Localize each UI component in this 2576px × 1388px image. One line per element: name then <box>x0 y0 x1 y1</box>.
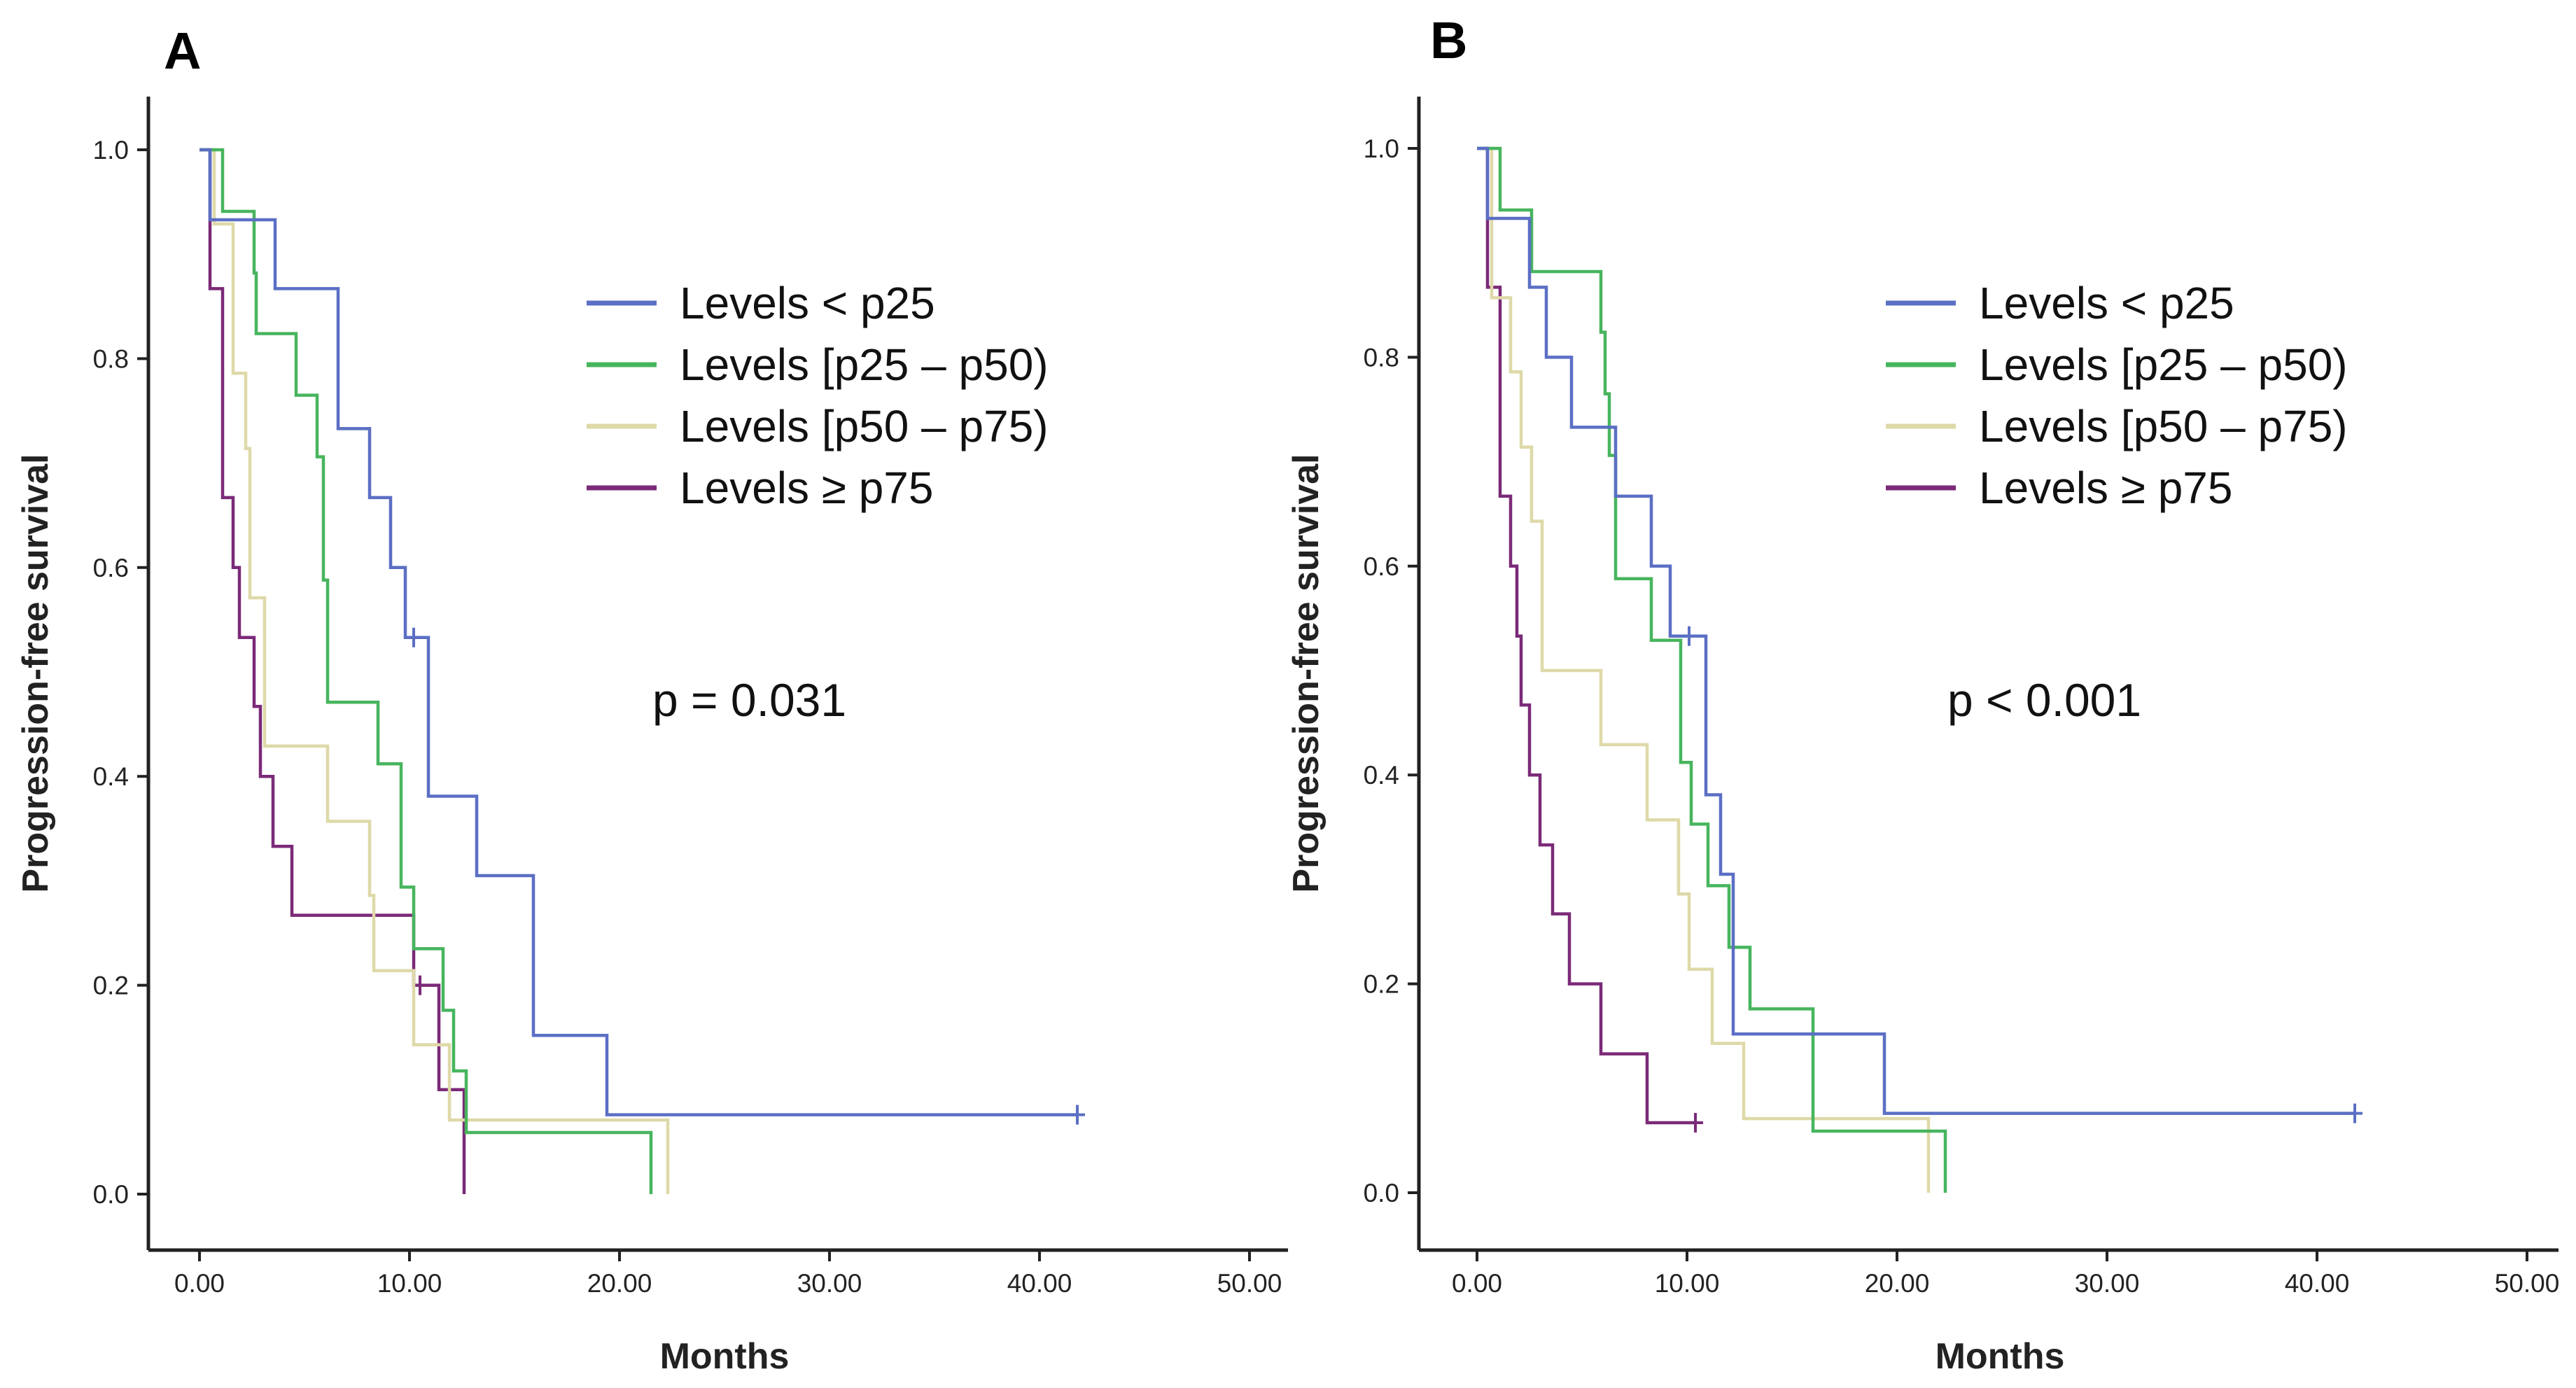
y-tick-label: 1.0 <box>1364 134 1399 163</box>
legend-label: Levels < p25 <box>680 278 935 328</box>
survival-curve-series-2 <box>1477 146 1947 1193</box>
y-tick-label: 1.0 <box>93 136 129 164</box>
censor-mark <box>1681 626 1697 646</box>
y-tick-label: 0.4 <box>1364 761 1399 790</box>
y-tick-label: 0.8 <box>93 344 129 373</box>
panel-letter: B <box>1430 11 1467 69</box>
p-value-annotation: p = 0.031 <box>652 674 846 726</box>
x-tick-label: 40.00 <box>2285 1269 2350 1298</box>
legend-label: Levels < p25 <box>1979 278 2234 328</box>
survival-curve-series-1 <box>1477 146 2355 1115</box>
panel-b: B 0.0 0.2 0.4 0.6 0.8 1.0 0.00 10.00 20.00 30.00 4… <box>1286 11 2559 1377</box>
y-tick-label: 0.4 <box>93 762 129 791</box>
y-tick-label: 0.0 <box>93 1180 129 1209</box>
panel-a-curves <box>200 148 1085 1194</box>
survival-curve-series-2 <box>200 148 653 1194</box>
y-axis-title: Progression-free survival <box>15 454 56 892</box>
x-tick-label: 20.00 <box>587 1269 652 1298</box>
y-tick-label: 0.0 <box>1364 1179 1399 1207</box>
x-tick-label: 40.00 <box>1007 1269 1072 1298</box>
censor-mark <box>406 627 421 647</box>
panel-b-curves <box>1477 146 2362 1193</box>
censor-mark <box>1688 1113 1703 1133</box>
y-tick-label: 0.6 <box>1364 552 1399 581</box>
panel-letter: A <box>164 22 201 80</box>
survival-curve-series-1 <box>200 148 1077 1116</box>
x-tick-label: 0.00 <box>174 1269 225 1298</box>
y-axis-title: Progression-free survival <box>1286 454 1326 892</box>
survival-curve-series-3 <box>1477 146 1931 1193</box>
panel-b-legend: Levels < p25 Levels [p25 – p50) Levels [p5… <box>1886 278 2348 513</box>
y-tick-label: 0.2 <box>93 972 129 1000</box>
legend-label: Levels [p25 – p50) <box>680 339 1049 390</box>
x-axis-title: Months <box>1935 1336 2065 1377</box>
x-tick-label: 50.00 <box>2495 1269 2560 1298</box>
legend-label: Levels [p50 – p75) <box>680 401 1049 451</box>
panel-a-axes: 0.0 0.2 0.4 0.6 0.8 1.0 0.00 10.00 20.00 30.00 40.… <box>15 97 1288 1377</box>
x-tick-label: 20.00 <box>1865 1269 1930 1298</box>
y-tick-label: 0.2 <box>1364 970 1399 999</box>
x-tick-label: 10.00 <box>1655 1269 1720 1298</box>
y-tick-label: 0.8 <box>1364 343 1399 372</box>
panel-a-legend: Levels < p25 Levels [p25 – p50) Levels [p5… <box>587 278 1049 513</box>
legend-label: Levels ≥ p75 <box>680 463 933 513</box>
panel-b-axes: 0.0 0.2 0.4 0.6 0.8 1.0 0.00 10.00 20.00 30.00 40.… <box>1286 97 2559 1377</box>
y-tick-label: 0.6 <box>93 554 129 582</box>
x-tick-label: 0.00 <box>1452 1269 1502 1298</box>
x-tick-label: 10.00 <box>377 1269 442 1298</box>
x-tick-label: 30.00 <box>797 1269 862 1298</box>
survival-curve-series-3 <box>200 148 670 1194</box>
censor-mark <box>2347 1103 2362 1123</box>
x-axis-title: Months <box>660 1336 790 1377</box>
panel-a: A 0.0 0.2 0.4 0.6 0.8 1.0 0.00 10.00 20.00 30.00 4… <box>15 22 1288 1377</box>
x-tick-label: 50.00 <box>1217 1269 1282 1298</box>
survival-curve-series-4 <box>200 148 466 1194</box>
p-value-annotation: p < 0.001 <box>1947 674 2141 726</box>
legend-label: Levels [p25 – p50) <box>1979 339 2348 390</box>
x-tick-label: 30.00 <box>2075 1269 2140 1298</box>
survival-curve-series-4 <box>1477 146 1695 1125</box>
legend-label: Levels [p50 – p75) <box>1979 401 2348 451</box>
legend-label: Levels ≥ p75 <box>1979 463 2232 513</box>
censor-mark <box>1070 1105 1085 1125</box>
